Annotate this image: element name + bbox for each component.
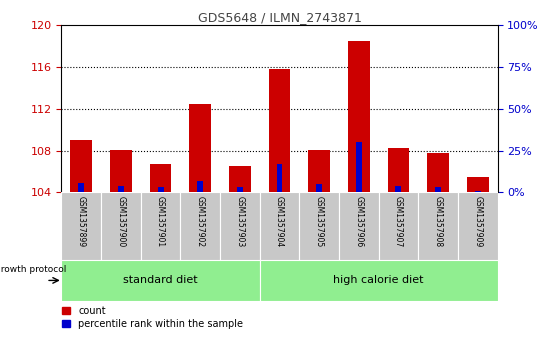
- Bar: [348, 41, 369, 192]
- Bar: [101, 192, 141, 260]
- Bar: [260, 260, 498, 301]
- Bar: [378, 192, 418, 260]
- Bar: [190, 104, 211, 192]
- Bar: [61, 192, 101, 260]
- Bar: [435, 187, 441, 192]
- Text: GSM1357909: GSM1357909: [473, 196, 482, 247]
- Bar: [475, 191, 481, 192]
- Text: GSM1357901: GSM1357901: [156, 196, 165, 247]
- Text: GSM1357899: GSM1357899: [77, 196, 86, 247]
- Bar: [229, 166, 251, 192]
- Bar: [150, 164, 172, 192]
- Bar: [110, 150, 132, 192]
- Text: high calorie diet: high calorie diet: [333, 276, 424, 285]
- Bar: [118, 186, 124, 192]
- Bar: [395, 186, 401, 192]
- Bar: [339, 192, 378, 260]
- Bar: [427, 153, 449, 192]
- Text: GSM1357905: GSM1357905: [315, 196, 324, 247]
- Text: GSM1357906: GSM1357906: [354, 196, 363, 247]
- Bar: [237, 187, 243, 192]
- Bar: [269, 69, 291, 192]
- Bar: [308, 150, 330, 192]
- Text: growth protocol: growth protocol: [0, 265, 67, 274]
- Bar: [260, 192, 299, 260]
- Legend: count, percentile rank within the sample: count, percentile rank within the sample: [63, 306, 243, 329]
- Bar: [61, 260, 260, 301]
- Bar: [387, 147, 409, 192]
- Title: GDS5648 / ILMN_2743871: GDS5648 / ILMN_2743871: [197, 11, 362, 24]
- Text: GSM1357902: GSM1357902: [196, 196, 205, 247]
- Bar: [141, 192, 181, 260]
- Bar: [220, 192, 260, 260]
- Bar: [458, 192, 498, 260]
- Bar: [277, 164, 282, 192]
- Text: GSM1357907: GSM1357907: [394, 196, 403, 247]
- Bar: [158, 187, 164, 192]
- Bar: [78, 183, 84, 192]
- Bar: [70, 140, 92, 192]
- Bar: [467, 177, 489, 192]
- Bar: [197, 181, 203, 192]
- Bar: [299, 192, 339, 260]
- Bar: [316, 184, 322, 192]
- Text: standard diet: standard diet: [124, 276, 198, 285]
- Bar: [418, 192, 458, 260]
- Bar: [181, 192, 220, 260]
- Text: GSM1357904: GSM1357904: [275, 196, 284, 247]
- Text: GSM1357908: GSM1357908: [434, 196, 443, 247]
- Text: GSM1357900: GSM1357900: [116, 196, 125, 247]
- Bar: [356, 142, 362, 192]
- Text: GSM1357903: GSM1357903: [235, 196, 244, 247]
